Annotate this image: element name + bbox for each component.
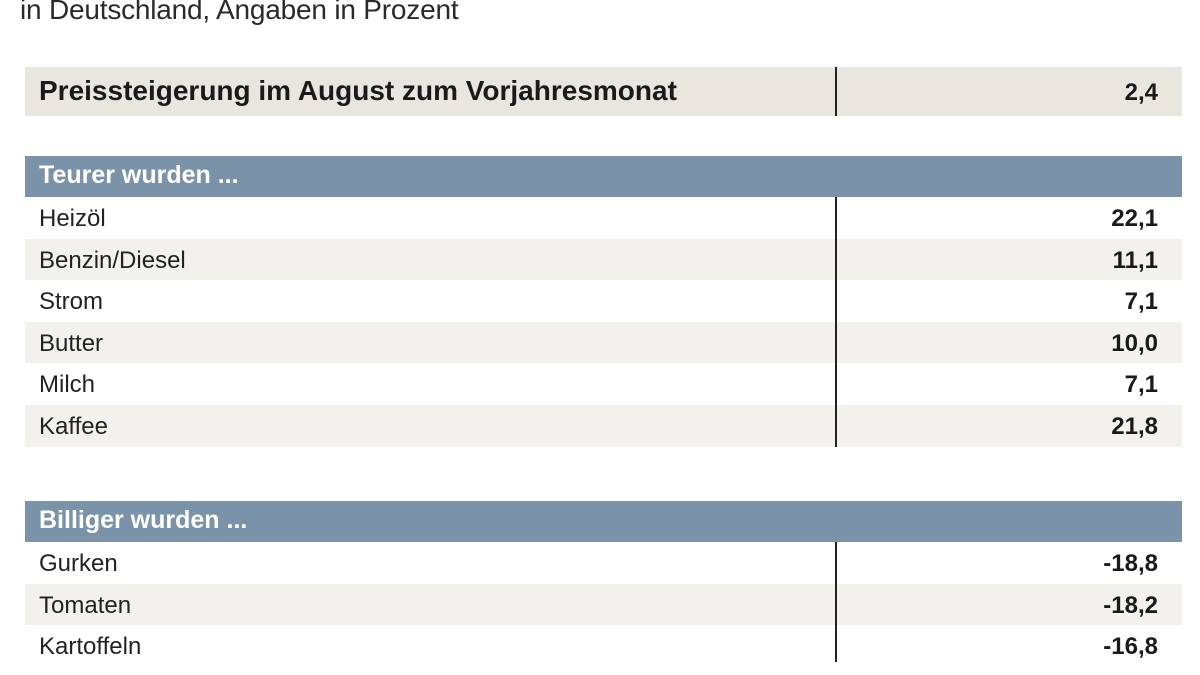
summary-divider xyxy=(835,67,837,116)
chart-subtitle: in Deutschland, Angaben in Prozent xyxy=(20,0,459,25)
row-value: -16,8 xyxy=(1103,633,1158,661)
table-row: Kartoffeln -16,8 xyxy=(25,625,1182,667)
section-title: Teurer wurden ... xyxy=(39,161,239,189)
row-label: Tomaten xyxy=(39,591,132,619)
row-label: Milch xyxy=(39,371,96,399)
summary-label: Preissteigerung im August zum Vorjahresm… xyxy=(39,75,677,106)
table-billiger: Gurken -18,8 Tomaten -18,2 Kartoffeln -1… xyxy=(25,542,1182,667)
row-label: Gurken xyxy=(39,550,118,577)
table-row: Gurken -18,8 xyxy=(25,542,1182,584)
table-row: Milch 7,1 xyxy=(25,363,1182,405)
summary-value: 2,4 xyxy=(1124,79,1158,106)
row-label: Benzin/Diesel xyxy=(39,246,186,274)
row-label: Strom xyxy=(39,288,104,316)
column-divider xyxy=(835,197,837,447)
row-value: 7,1 xyxy=(1124,371,1158,399)
row-label: Heizöl xyxy=(39,205,106,232)
table-row: Butter 10,0 xyxy=(25,321,1182,364)
table-row: Strom 7,1 xyxy=(25,280,1182,322)
row-label: Kartoffeln xyxy=(39,633,142,661)
table-teurer: Heizöl 22,1 Benzin/Diesel 11,1 Strom 7,1… xyxy=(25,197,1182,447)
table-row: Heizöl 22,1 xyxy=(25,197,1182,239)
row-value: 7,1 xyxy=(1124,288,1158,316)
section-header-billiger: Billiger wurden ... xyxy=(25,501,1182,542)
row-label: Butter xyxy=(39,329,104,357)
row-value: -18,2 xyxy=(1103,591,1158,619)
row-value: 11,1 xyxy=(1112,246,1158,274)
section-title: Billiger wurden ... xyxy=(39,506,248,534)
table-row: Tomaten -18,2 xyxy=(25,583,1182,626)
row-label: Kaffee xyxy=(39,412,108,440)
table-row: Kaffee 21,8 xyxy=(25,404,1182,447)
row-value: 22,1 xyxy=(1111,205,1158,232)
section-header-teurer: Teurer wurden ... xyxy=(25,156,1182,197)
row-value: 21,8 xyxy=(1111,412,1158,440)
row-value: 10,0 xyxy=(1111,329,1158,357)
summary-row: Preissteigerung im August zum Vorjahresm… xyxy=(25,67,1182,116)
row-value: -18,8 xyxy=(1103,550,1158,577)
table-row: Benzin/Diesel 11,1 xyxy=(25,238,1182,281)
column-divider xyxy=(835,542,837,662)
